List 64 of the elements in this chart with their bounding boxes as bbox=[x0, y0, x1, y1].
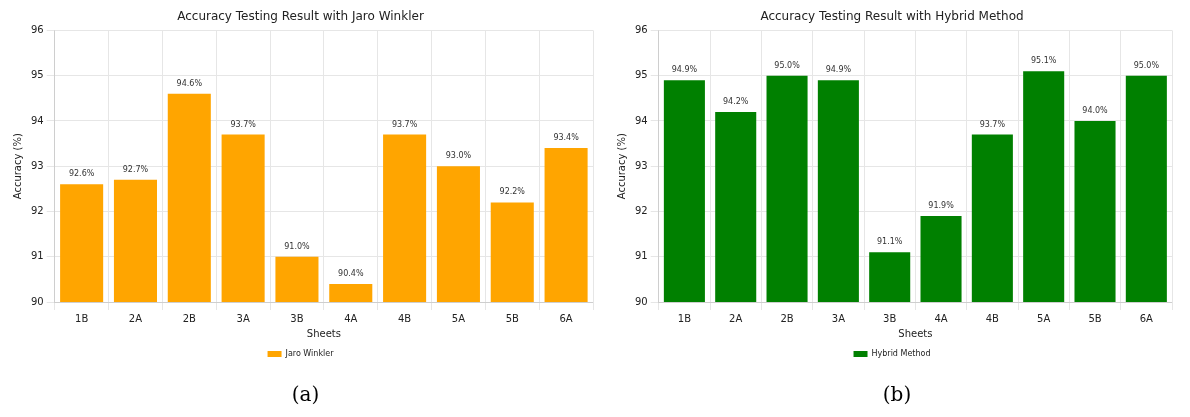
data-label: 93.7% bbox=[979, 119, 1006, 129]
legend-label: Hybrid Method bbox=[871, 349, 931, 359]
chart-title: Accuracy Testing Result with Hybrid Method bbox=[760, 9, 1024, 24]
data-label: 94.2% bbox=[723, 96, 749, 106]
x-tick-label: 2A bbox=[729, 312, 743, 324]
data-label: 91.0% bbox=[284, 241, 311, 251]
data-label: 93.7% bbox=[230, 119, 257, 129]
y-tick-label: 90 bbox=[634, 295, 648, 307]
x-tick-label: 3B bbox=[290, 312, 304, 324]
x-tick-label: 3A bbox=[831, 312, 846, 324]
x-tick-label: 5A bbox=[1037, 312, 1051, 324]
x-tick-label: 1B bbox=[75, 312, 89, 324]
text: (a) bbox=[291, 382, 320, 406]
x-tick-label: 3A bbox=[236, 312, 250, 324]
x-axis-title: Sheets bbox=[898, 327, 933, 339]
x-tick-label: 2B bbox=[182, 312, 197, 324]
y-tick-label: 95 bbox=[30, 69, 44, 81]
y-tick-label: 95 bbox=[634, 69, 648, 81]
y-tick-label: 91 bbox=[30, 250, 44, 262]
x-tick-label: 6A bbox=[1139, 312, 1154, 324]
x-tick-label: 1B bbox=[677, 312, 692, 324]
data-label: 95.0% bbox=[1133, 60, 1160, 70]
y-axis-title: Accuracy (%) bbox=[615, 133, 627, 200]
data-label: 93.7% bbox=[391, 119, 418, 129]
x-tick-label: 2A bbox=[128, 312, 143, 324]
y-tick-label: 93 bbox=[634, 159, 648, 171]
x-tick-label: 2B bbox=[780, 312, 794, 324]
y-tick-label: 96 bbox=[634, 23, 648, 35]
data-label: 91.1% bbox=[876, 237, 903, 247]
x-axis-title: Sheets bbox=[306, 327, 341, 339]
x-tick-label: 4A bbox=[934, 312, 948, 324]
data-label: 95.1% bbox=[1030, 56, 1057, 66]
data-label: 94.9% bbox=[825, 65, 852, 75]
y-tick-label: 92 bbox=[30, 205, 44, 217]
data-label: 91.9% bbox=[928, 201, 955, 211]
x-tick-label: 5B bbox=[505, 312, 519, 324]
data-label: 93.4% bbox=[553, 133, 580, 143]
x-tick-label: 4A bbox=[344, 312, 358, 324]
x-tick-label: 4B bbox=[397, 312, 412, 324]
y-tick-label: 94 bbox=[634, 114, 648, 126]
chart-title: Accuracy Testing Result with Jaro Winkler bbox=[177, 9, 424, 24]
text: (b) bbox=[882, 382, 912, 406]
data-label: 94.6% bbox=[176, 78, 203, 88]
data-label: 92.2% bbox=[499, 187, 526, 197]
data-label: 94.0% bbox=[1082, 106, 1109, 116]
y-tick-label: 90 bbox=[30, 295, 44, 307]
data-label: 94.9% bbox=[671, 65, 698, 75]
x-tick-label: 3B bbox=[883, 312, 897, 324]
y-axis-title: Accuracy (%) bbox=[11, 133, 23, 200]
y-tick-label: 96 bbox=[30, 23, 44, 35]
legend-label: Jaro Winkler bbox=[284, 349, 335, 359]
y-tick-label: 94 bbox=[30, 114, 44, 126]
data-label: 95.0% bbox=[774, 60, 801, 70]
data-label: 90.4% bbox=[338, 268, 364, 278]
data-label: 93.0% bbox=[445, 151, 472, 161]
y-tick-label: 92 bbox=[634, 205, 648, 217]
y-tick-label: 93 bbox=[30, 159, 44, 171]
y-tick-label: 91 bbox=[634, 250, 648, 262]
data-label: 92.7% bbox=[122, 164, 149, 174]
x-tick-label: 6A bbox=[559, 312, 573, 324]
x-tick-label: 5B bbox=[1088, 312, 1102, 324]
x-tick-label: 5A bbox=[451, 312, 466, 324]
x-tick-label: 4B bbox=[985, 312, 1000, 324]
data-label: 92.6% bbox=[68, 169, 95, 179]
